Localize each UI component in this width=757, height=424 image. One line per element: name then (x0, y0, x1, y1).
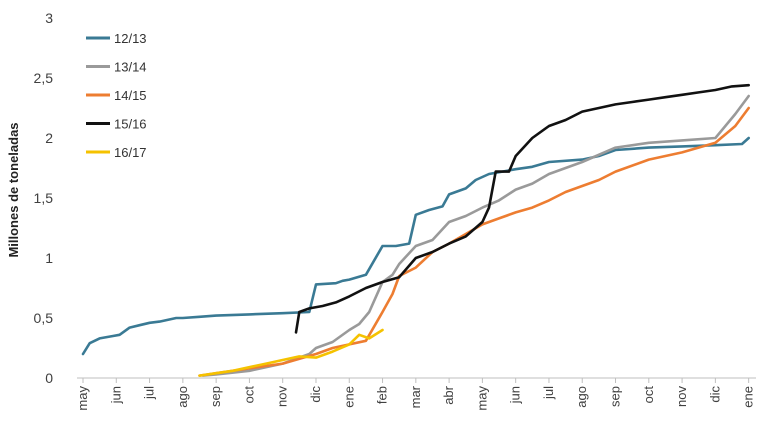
series-line-12-13 (81, 136, 751, 356)
legend-label: 12/13 (114, 31, 147, 46)
y-tick-label: 1 (45, 250, 53, 266)
y-tick-label: 1,5 (34, 190, 54, 206)
legend-label: 15/16 (114, 117, 147, 132)
series-line-14-15 (198, 106, 751, 377)
legend-label: 13/14 (114, 60, 147, 75)
x-tick-label: jul (142, 386, 157, 400)
y-tick-label: 2,5 (34, 70, 54, 86)
x-tick-label: nov (275, 386, 290, 407)
x-tick-label: jul (541, 386, 556, 400)
x-tick-label: jun (108, 386, 123, 404)
x-tick-label: dic (707, 386, 722, 403)
y-axis-label: Millones de toneladas (6, 122, 21, 257)
legend: 12/13 13/14 14/15 15/16 16/17 (86, 31, 147, 160)
x-tick-label: sep (608, 386, 623, 407)
x-tick-label: ene (341, 386, 356, 408)
x-tick-label: feb (375, 386, 390, 404)
x-tick-label: sep (208, 386, 223, 407)
x-tick-label: mar (408, 385, 423, 408)
plot-series (81, 83, 751, 377)
x-tick-label: dic (308, 386, 323, 403)
x-axis: may jun jul ago sep oct nov dic ene feb mar abr may j… (75, 377, 756, 411)
legend-label: 16/17 (114, 145, 147, 160)
y-tick-label: 0,5 (34, 310, 54, 326)
x-tick-label: jun (508, 386, 523, 404)
x-tick-label: abr (441, 385, 456, 404)
x-tick-label: ago (574, 386, 589, 408)
x-tick-label: nov (674, 386, 689, 407)
series-line-15-16 (294, 83, 751, 334)
series-line-13-14 (201, 94, 751, 377)
y-tick-label: 0 (45, 370, 53, 386)
y-axis: 0 0,5 1 1,5 2 2,5 3 (34, 10, 54, 386)
x-tick-label: ago (175, 386, 190, 408)
y-tick-label: 3 (45, 10, 53, 26)
x-tick-label: may (75, 386, 90, 411)
legend-label: 14/15 (114, 88, 147, 103)
x-tick-label: ene (741, 386, 756, 408)
x-tick-label: oct (241, 386, 256, 404)
x-tick-label: may (474, 386, 489, 411)
series-line-16-17 (198, 328, 384, 377)
x-tick-label: oct (641, 386, 656, 404)
y-tick-label: 2 (45, 130, 53, 146)
